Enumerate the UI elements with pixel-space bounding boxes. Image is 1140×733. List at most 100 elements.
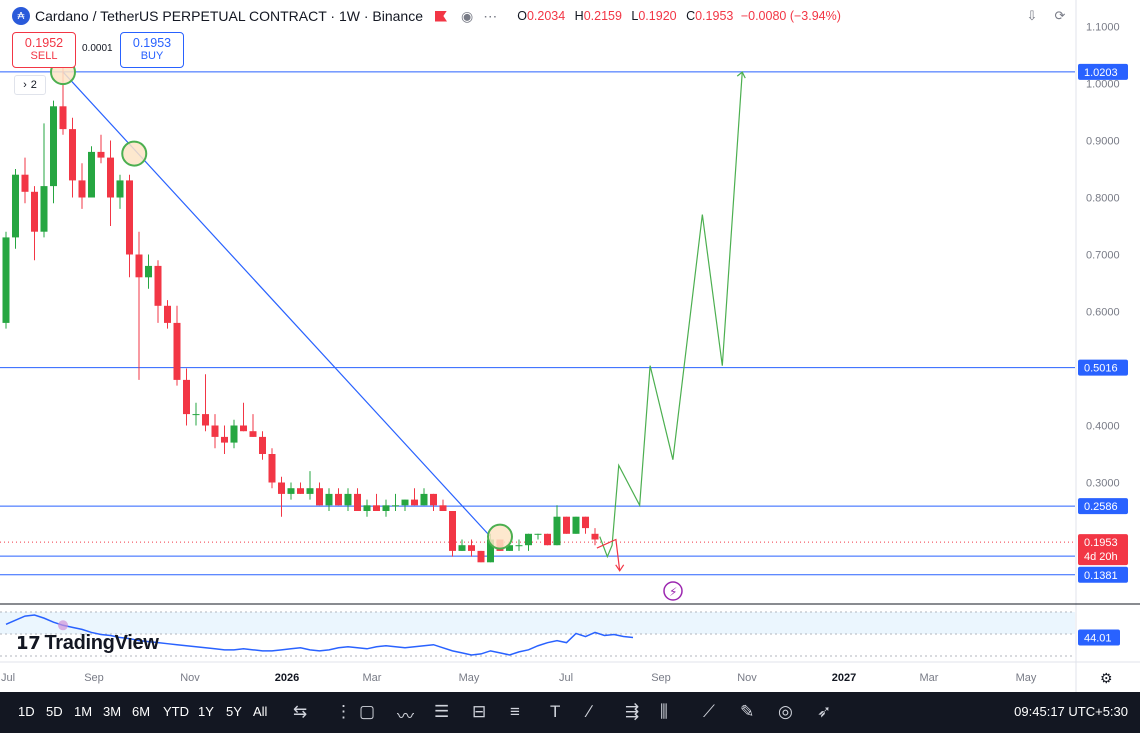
tradingview-logo: 𝟭𝟳 TradingView: [16, 632, 159, 654]
price-axis: 1.1000 1.0000 0.9000 0.8000 0.7000 0.6000 0.50…: [1078, 22, 1128, 583]
annotation-layer: ⚡: [50, 59, 746, 601]
level-badge: [1078, 566, 1128, 583]
range-5y[interactable]: 5Y: [226, 704, 242, 719]
ohlc-high: 0.2159: [583, 9, 622, 23]
range-all[interactable]: All: [253, 704, 268, 719]
candle-down: [335, 493, 342, 506]
flag-icon[interactable]: [434, 10, 447, 22]
candle-up: [50, 106, 57, 187]
candle-up: [420, 493, 428, 506]
y-tick-label: 1.0000: [1086, 79, 1120, 91]
countdown-label: 4d 20h: [1084, 551, 1118, 563]
path-icon[interactable]: ⟋: [703, 702, 715, 721]
down-arrow: [596, 538, 621, 571]
candle-up: [382, 505, 390, 511]
rectangle-icon[interactable]: ▢: [359, 702, 376, 721]
calendar-icon[interactable]: ⇆: [293, 702, 308, 721]
chart-header: ₳ Cardano / TetherUS PERPETUAL CONTRACT …: [12, 6, 841, 26]
signal-icon[interactable]: ⫼: [660, 702, 668, 721]
highlight-circle: [487, 523, 513, 550]
candle-down: [164, 305, 171, 323]
range-1m[interactable]: 1M: [74, 704, 93, 719]
candle-down: [430, 493, 437, 506]
range-3m[interactable]: 3M: [103, 704, 122, 719]
candle-up: [40, 186, 48, 232]
candle-down: [582, 516, 589, 529]
pattern-icon[interactable]: 〰: [397, 707, 414, 726]
level-label: 0.2586: [1084, 501, 1118, 513]
candle-up: [287, 488, 295, 494]
candle-down: [173, 322, 181, 380]
eye-icon[interactable]: ◉: [460, 7, 474, 24]
candle-down: [126, 180, 133, 255]
range-1y[interactable]: 1Y: [198, 704, 214, 719]
dots-icon[interactable]: ⋯: [483, 7, 498, 24]
range-5d[interactable]: 5D: [46, 704, 63, 719]
refresh-icon[interactable]: ⟳: [1054, 8, 1066, 23]
x-tick-label: Jul: [559, 672, 573, 684]
line-icon[interactable]: ∕: [588, 702, 591, 721]
rsi-pane: 44.01: [0, 611, 1120, 657]
level-label: 0.5016: [1084, 363, 1118, 375]
candle-down: [107, 157, 114, 198]
x-tick-label: 2026: [275, 672, 299, 684]
candle-up: [192, 414, 200, 416]
download-icon[interactable]: ⇩: [1026, 8, 1038, 23]
candle-down: [211, 425, 219, 437]
candle-down: [249, 431, 257, 437]
indicator-toggle[interactable]: › 2: [14, 75, 46, 95]
settings-icon[interactable]: ⚙: [1100, 670, 1113, 686]
last-price-label: 0.1953: [1084, 537, 1118, 549]
arrow-icon[interactable]: ➶: [817, 702, 832, 721]
candle-down: [316, 488, 323, 506]
x-tick-label: May: [1016, 672, 1037, 684]
candle-down: [449, 511, 456, 551]
level-label: 0.1381: [1084, 570, 1118, 582]
eye-icon[interactable]: ◎: [778, 702, 793, 721]
forecast-icon[interactable]: ⇶: [625, 702, 640, 721]
crosshair-icon[interactable]: ⋮: [335, 702, 352, 721]
candle-down: [78, 180, 86, 198]
bottom-toolbar: 1D 5D 1M 3M 6M YTD 1Y 5Y All ⇆ ⋮ ▢ 〰 ☰ ⊟ ≡ T ∕ ⇶ ⫼ ⟋ ✎ ◎ ➶ 09:…: [0, 692, 1140, 733]
x-tick-label: Sep: [84, 672, 104, 684]
ohlc-close: 0.1953: [695, 9, 734, 23]
x-tick-label: Mar: [920, 672, 939, 684]
range-6m[interactable]: 6M: [132, 704, 151, 719]
ohlc-change: −0.0080 (−3.94%): [740, 9, 841, 23]
x-tick-label: May: [459, 672, 480, 684]
trendline-layer: [62, 71, 491, 538]
symbol-title[interactable]: Cardano / TetherUS PERPETUAL CONTRACT · …: [35, 8, 423, 24]
horizontal-levels: [0, 71, 1075, 576]
clock: 09:45:17 UTC+5:30: [1014, 704, 1128, 719]
highlight-circle: [121, 140, 148, 167]
candle-up: [572, 516, 580, 534]
buy-button[interactable]: 0.1953 BUY: [120, 32, 184, 68]
candle-down: [411, 499, 418, 506]
candle-up: [534, 533, 542, 535]
parallel-lines-icon[interactable]: ≡: [510, 702, 520, 721]
sell-button[interactable]: 0.1952 SELL: [12, 32, 76, 68]
candle-down: [259, 436, 266, 454]
fib-icon[interactable]: ☰: [434, 702, 450, 721]
ohlc-low: 0.1920: [638, 9, 677, 23]
candle-down: [278, 482, 285, 494]
tv-logo-icon: 𝟭𝟳: [16, 633, 41, 653]
ohlc-open: 0.2034: [526, 9, 566, 23]
level-label: 1.0203: [1084, 67, 1118, 79]
last-price-badge: [1078, 534, 1128, 566]
candle-up: [506, 545, 513, 551]
event-marker-icon: [663, 581, 683, 601]
range-ytd[interactable]: YTD: [163, 704, 189, 719]
chart-area[interactable]: ⚡ 1.1000 1.0000 0.9000 0.8000 0.7000 0.6000 0.…: [0, 0, 1140, 692]
candle-up: [325, 493, 333, 506]
candle-down: [354, 493, 361, 511]
text-icon[interactable]: T: [550, 702, 561, 721]
range-1d[interactable]: 1D: [18, 704, 35, 719]
y-tick-label: 1.1000: [1086, 22, 1120, 34]
x-tick-label: Sep: [651, 672, 671, 684]
spread-value: 0.0001: [82, 43, 113, 54]
y-tick-label: 0.7000: [1086, 250, 1120, 262]
candle-up: [553, 516, 561, 546]
channel-icon[interactable]: ⊟: [472, 702, 487, 721]
brush-icon[interactable]: ✎: [740, 702, 755, 721]
